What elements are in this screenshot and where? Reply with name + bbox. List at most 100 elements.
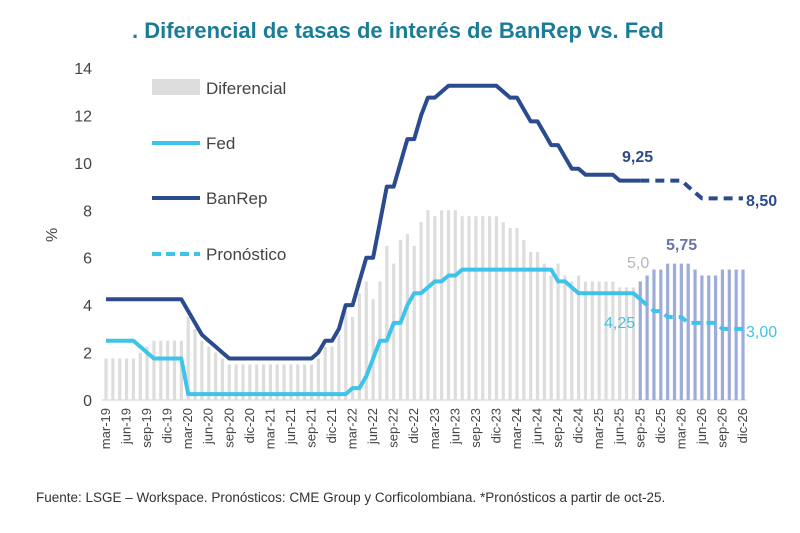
differential-bar — [522, 239, 526, 400]
differential-bar — [255, 364, 259, 400]
fed-line — [106, 267, 642, 397]
legend-label-banrep: BanRep — [206, 189, 267, 208]
differential-bar — [631, 287, 636, 400]
x-tick-label: sep-20 — [221, 408, 236, 448]
x-tick-label: mar-25 — [591, 408, 606, 449]
differential-bar — [734, 269, 738, 400]
x-tick-label: jun-24 — [530, 408, 545, 445]
x-tick-label: sep-19 — [139, 408, 154, 448]
x-tick-label: jun-20 — [201, 408, 216, 445]
differential-bar — [145, 346, 149, 400]
annotation-banrep-forecast: 8,50 — [746, 193, 777, 210]
x-tick-label: jun-19 — [119, 408, 134, 445]
differential-bar — [268, 364, 272, 400]
x-tick-label: jun-26 — [694, 408, 709, 445]
differential-bar — [405, 234, 409, 400]
y-tick-label: 2 — [83, 346, 92, 363]
differential-bar — [296, 364, 300, 400]
x-tick-label: sep-26 — [714, 408, 729, 448]
differential-bar — [624, 287, 629, 400]
differential-bar — [446, 210, 451, 400]
differential-bar — [323, 346, 327, 400]
differential-bar — [371, 299, 375, 400]
differential-bar — [501, 222, 505, 400]
x-tick-label: mar-20 — [180, 408, 195, 449]
x-tick-label: sep-25 — [632, 408, 647, 448]
differential-bar — [556, 263, 560, 400]
differential-bar — [289, 364, 293, 400]
differential-bar — [241, 364, 245, 400]
y-tick-label: 6 — [83, 251, 92, 268]
x-tick-label: dic-22 — [406, 408, 421, 443]
differential-bar — [467, 216, 471, 400]
differential-bar — [577, 275, 581, 400]
differential-bar — [207, 346, 211, 400]
differential-bar — [570, 281, 574, 400]
x-tick-label: dic-26 — [735, 408, 750, 443]
differential-bar — [316, 358, 320, 400]
x-tick-label: mar-19 — [98, 408, 113, 449]
differential-bar — [227, 364, 231, 400]
source-footnote: Fuente: LSGE – Workspace. Pronósticos: C… — [36, 490, 665, 505]
differential-bar — [666, 263, 670, 400]
y-tick-label: 14 — [74, 61, 92, 78]
annotation-fed-current: 4,25 — [604, 315, 635, 332]
differential-bar — [515, 228, 519, 400]
differential-bar — [419, 222, 423, 400]
differential-bar — [563, 275, 567, 400]
differential-bar — [659, 269, 663, 400]
y-tick-label: 0 — [83, 393, 92, 410]
differential-bar — [248, 364, 252, 400]
differential-bar — [330, 346, 334, 400]
banrep-line — [106, 83, 641, 361]
differential-bar — [234, 364, 238, 400]
differential-bar — [727, 269, 731, 400]
x-tick-label: jun-25 — [612, 408, 627, 445]
differential-bar — [172, 340, 177, 400]
differential-bar — [707, 275, 711, 400]
differential-bar — [104, 358, 108, 400]
differential-bar — [131, 358, 135, 400]
annotation-diferencial-forecast: 5,75 — [666, 237, 697, 254]
differential-bar — [618, 287, 622, 400]
differential-bar — [118, 358, 122, 400]
differential-bar — [686, 263, 690, 400]
differential-bar — [741, 269, 745, 400]
differential-bar — [309, 364, 314, 400]
x-tick-label: dic-23 — [488, 408, 503, 443]
differential-bar — [720, 269, 725, 400]
differential-bar — [350, 317, 355, 400]
differential-bar — [645, 275, 649, 400]
differential-bar — [412, 245, 416, 400]
x-tick-label: dic-19 — [160, 408, 175, 443]
differential-bar — [159, 340, 163, 400]
differential-bar — [344, 311, 348, 400]
differential-bar — [542, 263, 546, 400]
y-axis-label: % — [44, 228, 61, 242]
differential-bar — [529, 251, 533, 400]
differential-bar — [275, 364, 279, 400]
differential-bar — [213, 352, 218, 400]
differential-bar — [426, 210, 430, 400]
x-tick-label: mar-21 — [262, 408, 277, 449]
differential-bar — [152, 340, 156, 400]
fed-forecast-line — [638, 297, 743, 331]
x-tick-label: jun-22 — [365, 408, 380, 445]
differential-bar — [679, 263, 683, 400]
differential-bar — [433, 216, 437, 400]
differential-bar — [460, 216, 464, 400]
x-tick-label: mar-24 — [509, 408, 524, 449]
annotation-banrep-current: 9,25 — [622, 149, 653, 166]
differential-bar — [220, 358, 225, 400]
x-tick-label: sep-23 — [468, 408, 483, 448]
x-tick-label: mar-22 — [345, 408, 360, 449]
y-tick-label: 10 — [74, 156, 92, 173]
differential-bar — [193, 328, 197, 400]
legend-label-fed: Fed — [206, 134, 235, 153]
differential-bar — [261, 364, 266, 400]
differential-bar — [357, 293, 362, 400]
annotation-diferencial-current: 5,0 — [627, 255, 649, 272]
differential-bar — [638, 281, 642, 400]
differential-bar — [590, 281, 594, 400]
